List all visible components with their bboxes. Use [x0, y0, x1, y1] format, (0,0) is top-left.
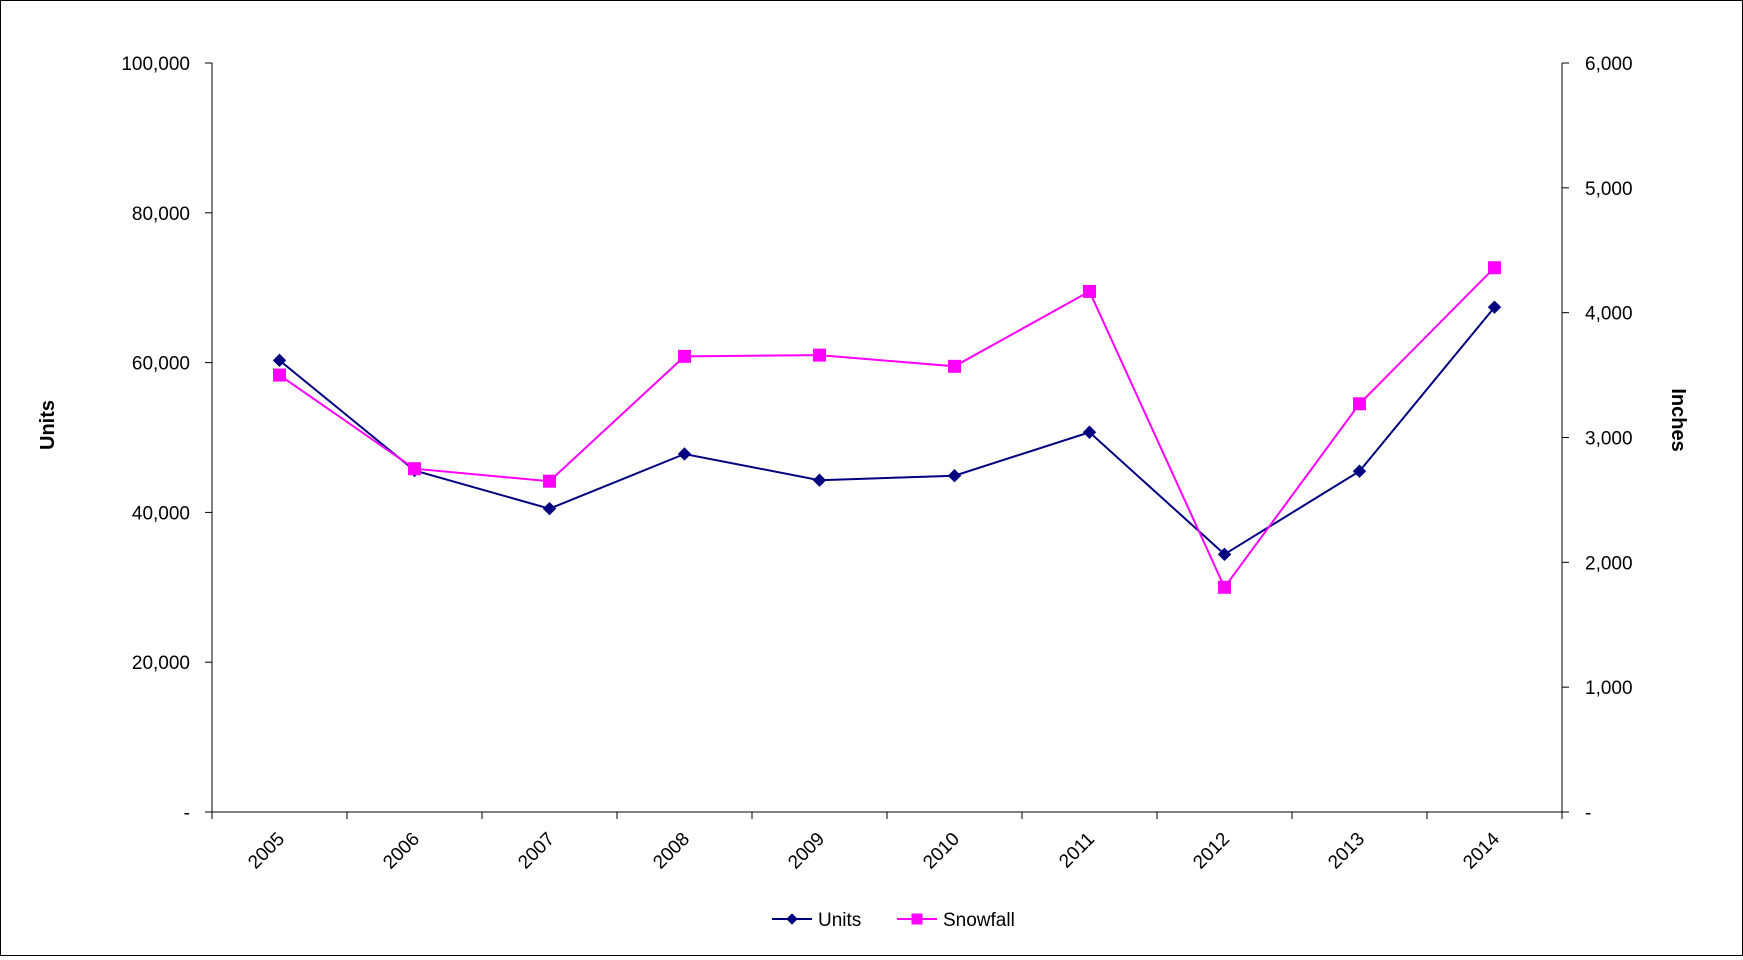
data-point [1488, 261, 1501, 275]
data-point [1352, 464, 1367, 478]
series-units [272, 300, 1502, 562]
data-point [1217, 547, 1232, 562]
y2-tick-label: 5,000 [1585, 179, 1633, 200]
legend-item-snowfall: Snowfall [897, 910, 1015, 931]
data-point [1082, 425, 1097, 439]
axes: - 20,000 40,000 60,000 80,000 100,000 - 1,000 2,… [121, 54, 1632, 873]
data-point [273, 368, 286, 382]
legend-label: Units [818, 910, 861, 931]
y-tick-label: 60,000 [132, 354, 190, 375]
y2-tick-label: 2,000 [1585, 553, 1633, 574]
legend-item-units: Units [772, 910, 861, 931]
x-tick-label: 2009 [784, 829, 829, 874]
y-tick-label: - [184, 803, 190, 824]
data-point [947, 468, 962, 483]
y2-tick-label: 3,000 [1585, 429, 1633, 450]
data-point [678, 349, 691, 363]
y2-tick-label: 6,000 [1585, 54, 1633, 75]
data-point [408, 462, 421, 476]
y-tick-label: 20,000 [132, 653, 190, 674]
data-point [911, 913, 923, 925]
series-snowfall [273, 261, 1501, 594]
data-point [272, 353, 287, 368]
y-axis-title: Units [37, 400, 59, 450]
data-point [1487, 300, 1502, 314]
data-point [677, 447, 692, 461]
series-layer [272, 261, 1502, 594]
data-point [786, 913, 798, 925]
y-tick-label: 100,000 [121, 54, 190, 75]
x-tick-label: 2011 [1055, 829, 1099, 873]
data-point [1218, 580, 1231, 594]
data-point [948, 359, 961, 373]
y-tick-label: 40,000 [132, 503, 190, 524]
y-tick-label: 80,000 [132, 204, 190, 225]
data-point [1083, 284, 1096, 298]
x-tick-label: 2005 [244, 829, 289, 874]
legend-label: Snowfall [943, 910, 1015, 931]
data-point [542, 501, 557, 516]
x-tick-label: 2008 [649, 829, 694, 874]
x-tick-label: 2014 [1459, 828, 1504, 873]
y2-tick-label: 4,000 [1585, 304, 1633, 325]
y2-tick-label: - [1585, 803, 1591, 824]
x-tick-label: 2007 [514, 829, 559, 874]
series-line [278, 306, 1496, 556]
x-tick-label: 2013 [1324, 829, 1369, 874]
data-point [813, 348, 826, 362]
legend: Units Snowfall [772, 910, 1015, 931]
y2-tick-label: 1,000 [1585, 678, 1633, 699]
y2-axis-title: Inches [1667, 388, 1689, 451]
data-point [543, 474, 556, 488]
series-line [278, 266, 1496, 590]
x-tick-label: 2012 [1189, 829, 1234, 874]
x-tick-label: 2010 [919, 829, 964, 874]
data-point [1353, 397, 1366, 411]
data-point [812, 473, 827, 487]
x-tick-label: 2006 [379, 829, 424, 874]
